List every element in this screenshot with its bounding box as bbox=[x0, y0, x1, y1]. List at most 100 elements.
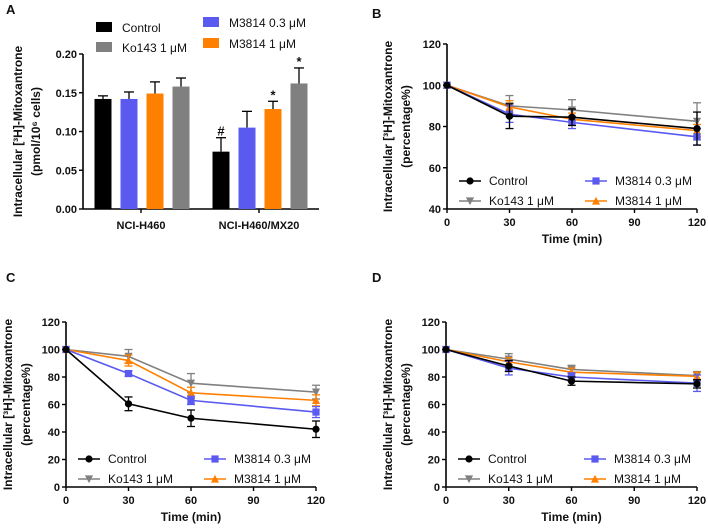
bar bbox=[212, 151, 230, 209]
legend-marker bbox=[592, 177, 600, 185]
legend-marker bbox=[210, 474, 220, 483]
y-tick-label: 0 bbox=[54, 482, 60, 494]
data-point bbox=[311, 396, 321, 404]
y-tick-label: 120 bbox=[423, 39, 441, 51]
legend-label: Ko143 1 μM bbox=[108, 472, 173, 486]
y-tick-label: 120 bbox=[422, 317, 440, 329]
significance-mark: * bbox=[296, 54, 302, 69]
legend-label: Control bbox=[108, 452, 147, 466]
legend-label: Ko143 1 μM bbox=[122, 41, 187, 55]
data-point bbox=[443, 81, 451, 89]
series-line bbox=[65, 348, 317, 413]
legend-label: Ko143 1 μM bbox=[489, 194, 554, 208]
series-control bbox=[62, 345, 320, 439]
bar bbox=[290, 83, 308, 209]
legend-label: M3814 0.3 μM bbox=[234, 452, 311, 466]
panel-label: B bbox=[372, 6, 381, 21]
legend-label: Control bbox=[122, 21, 161, 35]
data-point bbox=[505, 362, 513, 370]
legend-label: M3814 0.3 μM bbox=[229, 16, 306, 30]
x-tick-label: 60 bbox=[185, 495, 197, 507]
y-axis-subtitle: (percentage%) bbox=[399, 363, 413, 446]
panel-a: A 0.00 0.05 0.10 0.15 0.20 Intracellular [³H]-… bbox=[6, 2, 319, 232]
legend-marker bbox=[465, 197, 475, 206]
y-axis-title: Intracellular [³H]-Mitoxantrone bbox=[381, 319, 395, 491]
data-point bbox=[442, 345, 450, 354]
y-tick-label: 40 bbox=[429, 204, 441, 216]
series-line bbox=[65, 348, 317, 431]
y-tick-label: 0.00 bbox=[56, 204, 77, 216]
legend-marker bbox=[464, 475, 474, 484]
y-tick-label: 20 bbox=[48, 455, 60, 467]
x-tick-label: NCI-H460/MX20 bbox=[219, 220, 300, 232]
x-tick-label: 30 bbox=[122, 495, 134, 507]
y-tick-label: 100 bbox=[42, 345, 60, 357]
legend-label: Control bbox=[488, 452, 527, 466]
y-tick-label: 80 bbox=[429, 122, 441, 134]
y-axis-subtitle: (percentage%) bbox=[19, 363, 33, 446]
legend-label: M3814 1 μM bbox=[615, 194, 682, 208]
y-axis-title: Intracellular [³H]-Mitoxantrone bbox=[11, 46, 25, 218]
data-point bbox=[693, 124, 701, 133]
y-tick-label: 0.20 bbox=[56, 49, 77, 61]
y-tick-label: 60 bbox=[428, 400, 440, 412]
panel-label: A bbox=[6, 2, 16, 17]
series-line bbox=[445, 348, 698, 384]
legend-marker bbox=[591, 196, 601, 205]
x-axis-title: Time (min) bbox=[161, 510, 221, 524]
x-tick-label: 120 bbox=[688, 217, 706, 229]
y-tick-label: 120 bbox=[42, 317, 60, 329]
x-tick-label: 30 bbox=[503, 495, 515, 507]
data-point bbox=[505, 112, 514, 120]
y-tick-label: 80 bbox=[428, 372, 440, 384]
y-tick-label: 40 bbox=[428, 427, 440, 439]
y-tick-label: 100 bbox=[423, 80, 441, 92]
x-tick-label: 0 bbox=[443, 495, 449, 507]
x-tick-label: 90 bbox=[628, 495, 640, 507]
bar bbox=[146, 93, 164, 209]
series-control bbox=[442, 345, 701, 389]
x-axis-title: Time (min) bbox=[541, 510, 601, 524]
panel-label: C bbox=[6, 270, 16, 285]
y-axis-subtitle: (percentage%) bbox=[399, 85, 413, 168]
legend-marker bbox=[590, 474, 600, 483]
y-tick-label: 0.15 bbox=[56, 88, 77, 100]
legend-swatch bbox=[203, 38, 219, 48]
data-point bbox=[312, 408, 320, 416]
series-line bbox=[445, 348, 698, 378]
panel-b: B 40 60 80 100 120 Intracellular [³H]-Mitoxant… bbox=[372, 6, 706, 246]
y-axis-title: Intracellular [³H]-Mitoxantrone bbox=[381, 41, 395, 213]
significance-mark: # bbox=[217, 124, 225, 139]
y-axis-title: Intracellular [³H]-Mitoxantrone bbox=[1, 319, 15, 491]
legend-marker bbox=[466, 177, 474, 185]
series-line bbox=[65, 348, 317, 402]
series-line bbox=[445, 348, 698, 385]
legend-label: M3814 1 μM bbox=[229, 37, 296, 51]
data-point bbox=[124, 400, 133, 408]
series-line bbox=[446, 84, 698, 132]
data-point bbox=[567, 377, 576, 385]
data-point bbox=[312, 425, 320, 433]
x-tick-label: 90 bbox=[247, 495, 259, 507]
x-tick-label: 0 bbox=[444, 217, 450, 229]
significance-mark: * bbox=[270, 87, 276, 102]
legend-label: M3814 0.3 μM bbox=[615, 174, 692, 188]
data-point bbox=[693, 380, 701, 388]
data-point bbox=[311, 388, 321, 397]
series-line bbox=[446, 84, 698, 130]
data-point bbox=[62, 345, 70, 354]
legend-swatch bbox=[96, 22, 112, 32]
y-axis-subtitle: (pmol/10⁶ cells) bbox=[29, 87, 43, 176]
bar bbox=[94, 98, 112, 209]
y-tick-label: 0.10 bbox=[56, 127, 77, 139]
legend-marker bbox=[465, 455, 473, 463]
legend-label: Ko143 1 μM bbox=[488, 472, 553, 486]
x-tick-label: 60 bbox=[566, 217, 578, 229]
y-tick-label: 60 bbox=[48, 400, 60, 412]
legend-marker bbox=[591, 455, 599, 463]
legend-label: M3814 1 μM bbox=[614, 472, 681, 486]
data-point bbox=[187, 396, 195, 404]
x-tick-label: 120 bbox=[688, 495, 706, 507]
x-tick-label: 120 bbox=[307, 495, 325, 507]
x-tick-label: 30 bbox=[503, 217, 515, 229]
